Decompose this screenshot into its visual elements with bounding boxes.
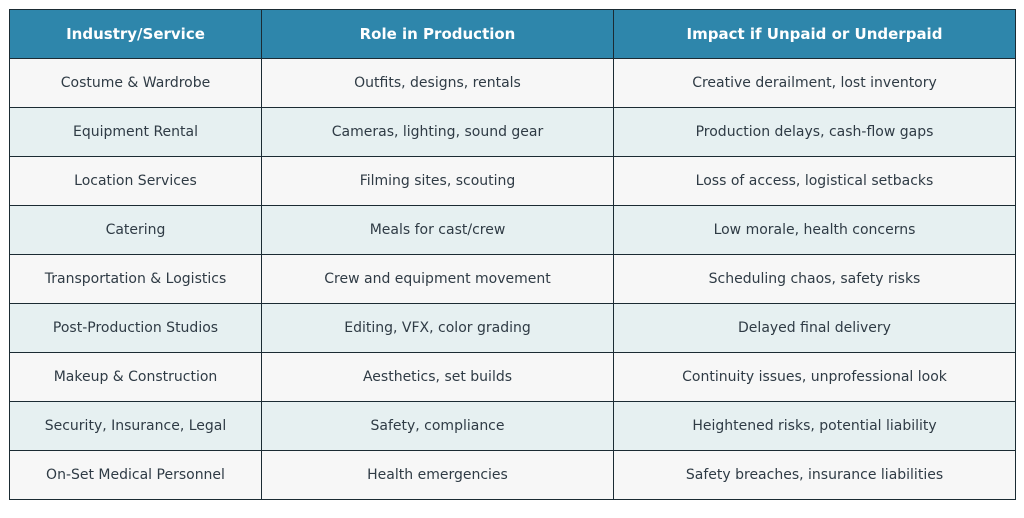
table-row: Post-Production Studios Editing, VFX, co… xyxy=(9,303,1016,353)
header-industry: Industry/Service xyxy=(9,9,262,59)
table-row: Catering Meals for cast/crew Low morale,… xyxy=(9,205,1016,255)
header-impact: Impact if Unpaid or Underpaid xyxy=(613,9,1016,59)
header-role: Role in Production xyxy=(261,9,614,59)
cell-impact: Low morale, health concerns xyxy=(613,205,1016,255)
cell-role: Crew and equipment movement xyxy=(261,254,614,304)
cell-impact: Production delays, cash-flow gaps xyxy=(613,107,1016,157)
cell-impact: Heightened risks, potential liability xyxy=(613,401,1016,451)
table-row: Equipment Rental Cameras, lighting, soun… xyxy=(9,107,1016,157)
header-row: Industry/Service Role in Production Impa… xyxy=(9,9,1016,59)
cell-industry: Transportation & Logistics xyxy=(9,254,262,304)
cell-industry: Security, Insurance, Legal xyxy=(9,401,262,451)
cell-industry: Location Services xyxy=(9,156,262,206)
cell-industry: Costume & Wardrobe xyxy=(9,58,262,108)
cell-role: Meals for cast/crew xyxy=(261,205,614,255)
cell-impact: Scheduling chaos, safety risks xyxy=(613,254,1016,304)
cell-industry: Post-Production Studios xyxy=(9,303,262,353)
table-row: Security, Insurance, Legal Safety, compl… xyxy=(9,401,1016,451)
industry-impact-table: Industry/Service Role in Production Impa… xyxy=(9,9,1016,500)
table-row: Costume & Wardrobe Outfits, designs, ren… xyxy=(9,58,1016,108)
cell-role: Cameras, lighting, sound gear xyxy=(261,107,614,157)
table-container: Industry/Service Role in Production Impa… xyxy=(9,9,1016,500)
cell-industry: Equipment Rental xyxy=(9,107,262,157)
cell-impact: Continuity issues, unprofessional look xyxy=(613,352,1016,402)
cell-role: Aesthetics, set builds xyxy=(261,352,614,402)
table-row: Transportation & Logistics Crew and equi… xyxy=(9,254,1016,304)
cell-impact: Creative derailment, lost inventory xyxy=(613,58,1016,108)
cell-role: Editing, VFX, color grading xyxy=(261,303,614,353)
cell-impact: Delayed final delivery xyxy=(613,303,1016,353)
table-row: On-Set Medical Personnel Health emergenc… xyxy=(9,450,1016,500)
cell-industry: On-Set Medical Personnel xyxy=(9,450,262,500)
table-row: Location Services Filming sites, scoutin… xyxy=(9,156,1016,206)
cell-industry: Makeup & Construction xyxy=(9,352,262,402)
cell-impact: Loss of access, logistical setbacks xyxy=(613,156,1016,206)
cell-role: Filming sites, scouting xyxy=(261,156,614,206)
cell-role: Safety, compliance xyxy=(261,401,614,451)
cell-role: Health emergencies xyxy=(261,450,614,500)
cell-impact: Safety breaches, insurance liabilities xyxy=(613,450,1016,500)
cell-role: Outfits, designs, rentals xyxy=(261,58,614,108)
cell-industry: Catering xyxy=(9,205,262,255)
table-row: Makeup & Construction Aesthetics, set bu… xyxy=(9,352,1016,402)
